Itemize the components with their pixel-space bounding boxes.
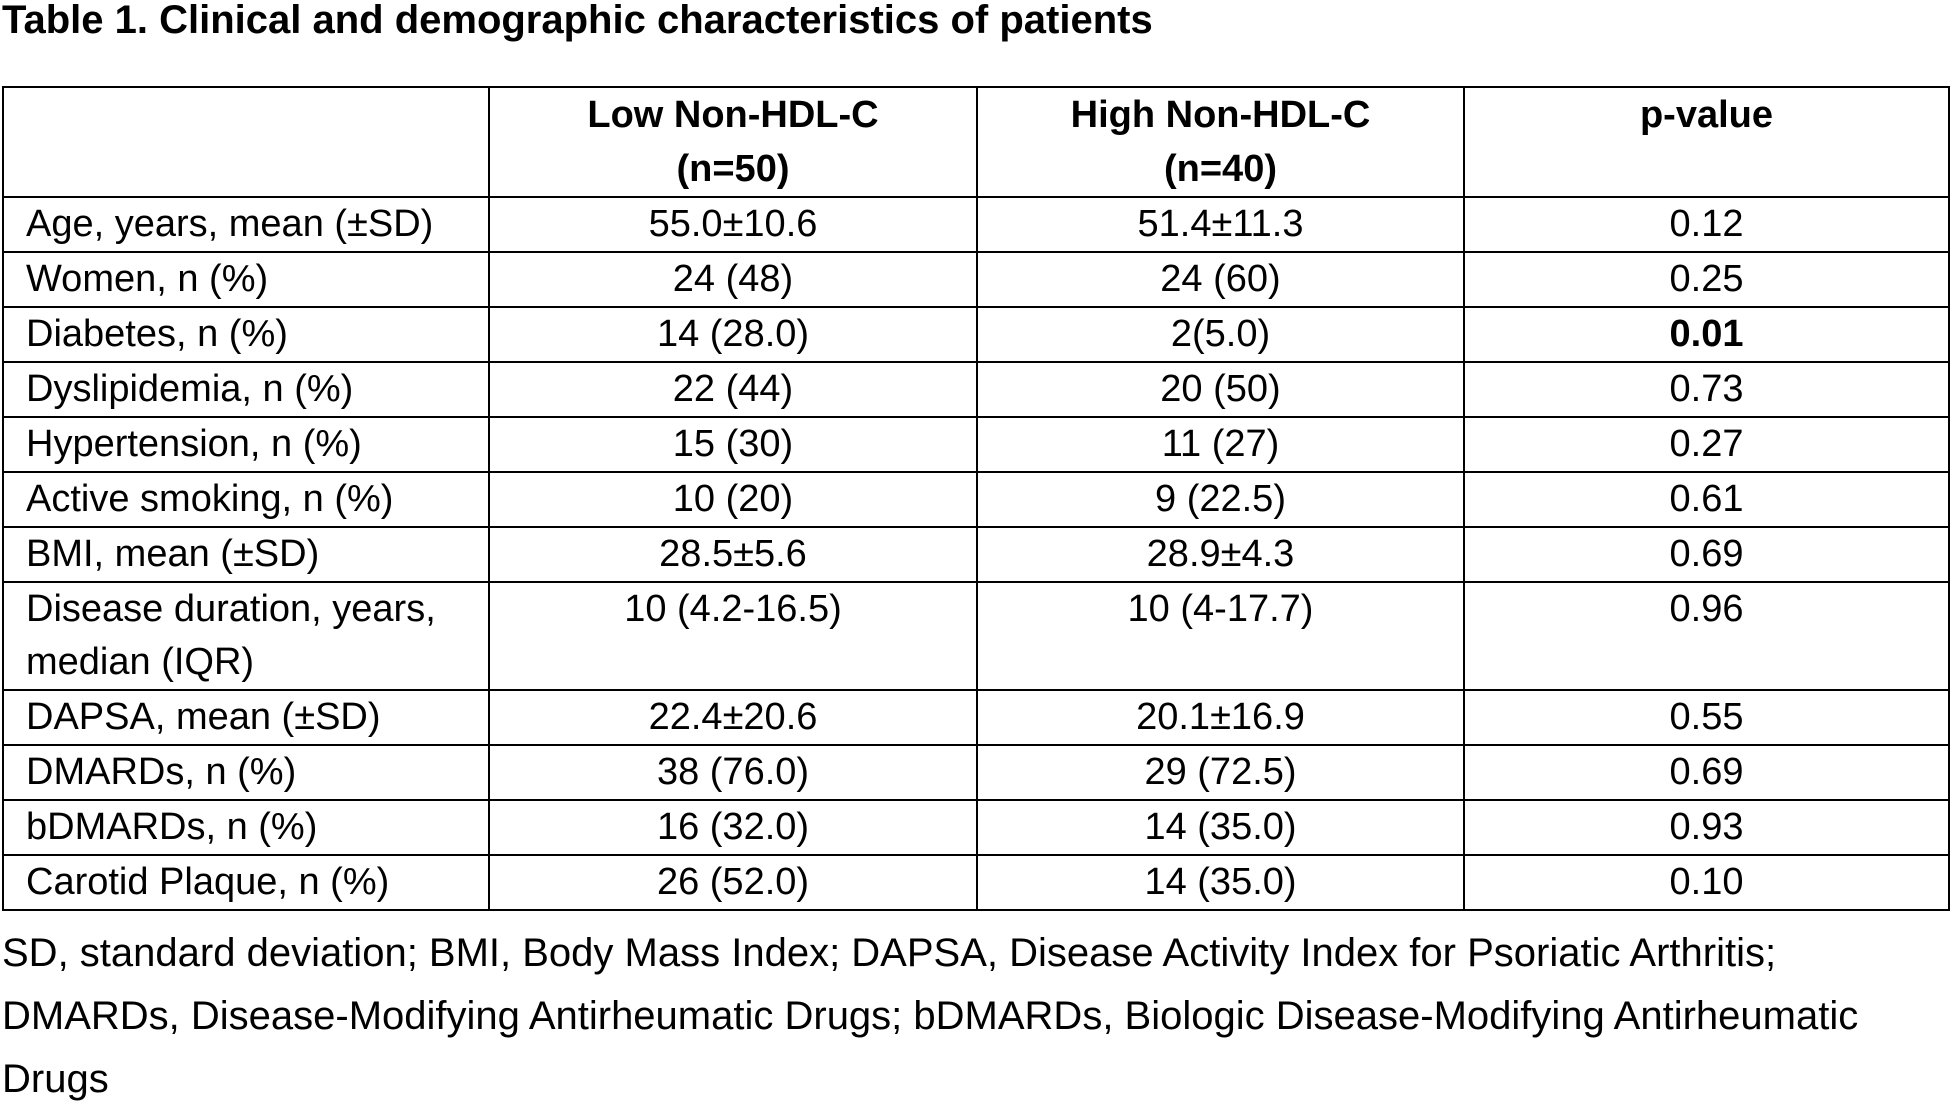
header-row: Low Non-HDL-C (n=50) High Non-HDL-C (n=4… [2, 86, 1950, 198]
p-value-cell: 0.27 [1463, 416, 1950, 473]
row-label-cell: Carotid Plaque, n (%) [2, 854, 490, 911]
table-body: Age, years, mean (±SD) 55.0±10.6 51.4±11.3… [2, 196, 1950, 911]
row-label-cell: BMI, mean (±SD) [2, 526, 490, 583]
characteristics-table: Low Non-HDL-C (n=50) High Non-HDL-C (n=4… [2, 86, 1950, 911]
table-row: DMARDs, n (%) 38 (76.0) 29 (72.5) 0.69 [2, 744, 1950, 801]
low-non-hdl-cell: 28.5±5.6 [488, 526, 978, 583]
p-value-cell: 0.61 [1463, 471, 1950, 528]
row-label-cell: Age, years, mean (±SD) [2, 196, 490, 253]
table-row: BMI, mean (±SD) 28.5±5.6 28.9±4.3 0.69 [2, 526, 1950, 583]
table-row: Women, n (%) 24 (48) 24 (60) 0.25 [2, 251, 1950, 308]
low-non-hdl-cell: 16 (32.0) [488, 799, 978, 856]
p-value-cell: 0.25 [1463, 251, 1950, 308]
p-value-cell: 0.96 [1463, 581, 1950, 691]
low-non-hdl-cell: 55.0±10.6 [488, 196, 978, 253]
row-label-cell: Active smoking, n (%) [2, 471, 490, 528]
low-non-hdl-cell: 26 (52.0) [488, 854, 978, 911]
row-label-cell: DMARDs, n (%) [2, 744, 490, 801]
high-non-hdl-cell: 24 (60) [976, 251, 1465, 308]
header-line: (n=40) [1164, 148, 1277, 190]
p-value-cell: 0.73 [1463, 361, 1950, 418]
p-value-cell: 0.12 [1463, 196, 1950, 253]
high-non-hdl-cell: 2(5.0) [976, 306, 1465, 363]
table-row: Age, years, mean (±SD) 55.0±10.6 51.4±11.3… [2, 196, 1950, 253]
low-non-hdl-cell: 38 (76.0) [488, 744, 978, 801]
high-non-hdl-cell: 10 (4-17.7) [976, 581, 1465, 691]
table-row: Disease duration, years, median (IQR) 10 … [2, 581, 1950, 691]
header-cell-variable [2, 86, 490, 198]
low-non-hdl-cell: 24 (48) [488, 251, 978, 308]
low-non-hdl-cell: 22.4±20.6 [488, 689, 978, 746]
table-row: Diabetes, n (%) 14 (28.0) 2(5.0) 0.01 [2, 306, 1950, 363]
p-value-cell: 0.10 [1463, 854, 1950, 911]
header-cell-low-non-hdl: Low Non-HDL-C (n=50) [488, 86, 978, 198]
p-value-cell: 0.69 [1463, 526, 1950, 583]
row-label-cell: Hypertension, n (%) [2, 416, 490, 473]
header-line: High Non-HDL-C [1070, 94, 1371, 136]
high-non-hdl-cell: 9 (22.5) [976, 471, 1465, 528]
table-row: DAPSA, mean (±SD) 22.4±20.6 20.1±16.9 0.55 [2, 689, 1950, 746]
header-cell-p-value: p-value [1463, 86, 1950, 198]
row-label-cell: bDMARDs, n (%) [2, 799, 490, 856]
p-value-cell: 0.93 [1463, 799, 1950, 856]
high-non-hdl-cell: 29 (72.5) [976, 744, 1465, 801]
header-cell-high-non-hdl: High Non-HDL-C (n=40) [976, 86, 1465, 198]
low-non-hdl-cell: 15 (30) [488, 416, 978, 473]
table-title: Table 1. Clinical and demographic charac… [2, 0, 1153, 42]
header-line: (n=50) [676, 148, 790, 190]
row-label-cell: Diabetes, n (%) [2, 306, 490, 363]
table-row: Carotid Plaque, n (%) 26 (52.0) 14 (35.0) 0… [2, 854, 1950, 911]
low-non-hdl-cell: 22 (44) [488, 361, 978, 418]
table-footnote: SD, standard deviation; BMI, Body Mass I… [2, 931, 1859, 1101]
row-label-cell: Women, n (%) [2, 251, 490, 308]
p-value-cell: 0.55 [1463, 689, 1950, 746]
high-non-hdl-cell: 11 (27) [976, 416, 1465, 473]
high-non-hdl-cell: 14 (35.0) [976, 854, 1465, 911]
high-non-hdl-cell: 14 (35.0) [976, 799, 1465, 856]
high-non-hdl-cell: 28.9±4.3 [976, 526, 1465, 583]
high-non-hdl-cell: 51.4±11.3 [976, 196, 1465, 253]
table-header: Low Non-HDL-C (n=50) High Non-HDL-C (n=4… [2, 86, 1950, 198]
high-non-hdl-cell: 20 (50) [976, 361, 1465, 418]
high-non-hdl-cell: 20.1±16.9 [976, 689, 1465, 746]
row-label-cell: DAPSA, mean (±SD) [2, 689, 490, 746]
table-row: Active smoking, n (%) 10 (20) 9 (22.5) 0.61 [2, 471, 1950, 528]
header-line: Low Non-HDL-C [587, 94, 879, 136]
table-row: Hypertension, n (%) 15 (30) 11 (27) 0.27 [2, 416, 1950, 473]
low-non-hdl-cell: 14 (28.0) [488, 306, 978, 363]
table-row: bDMARDs, n (%) 16 (32.0) 14 (35.0) 0.93 [2, 799, 1950, 856]
p-value-cell: 0.69 [1463, 744, 1950, 801]
p-value-cell: 0.01 [1463, 306, 1950, 363]
header-line: p-value [1639, 94, 1774, 136]
low-non-hdl-cell: 10 (4.2-16.5) [488, 581, 978, 691]
table-row: Dyslipidemia, n (%) 22 (44) 20 (50) 0.73 [2, 361, 1950, 418]
row-label-cell: Disease duration, years, median (IQR) [2, 581, 490, 691]
row-label-cell: Dyslipidemia, n (%) [2, 361, 490, 418]
low-non-hdl-cell: 10 (20) [488, 471, 978, 528]
